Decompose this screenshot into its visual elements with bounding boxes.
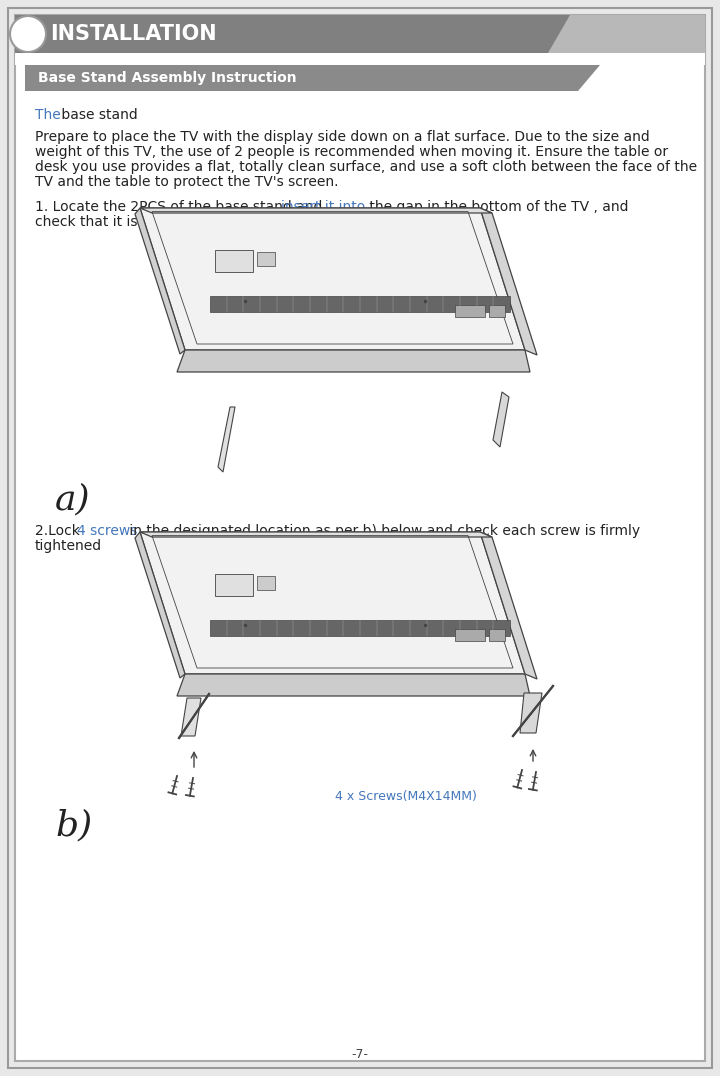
Polygon shape [218, 407, 235, 472]
Polygon shape [140, 208, 525, 350]
Text: in the designated location as per b) below and check each screw is firmly: in the designated location as per b) bel… [125, 524, 640, 538]
FancyBboxPatch shape [215, 574, 253, 596]
Polygon shape [555, 65, 600, 91]
Text: INSTALLATION: INSTALLATION [50, 24, 217, 44]
Text: 4 screws: 4 screws [77, 524, 138, 538]
FancyBboxPatch shape [257, 576, 275, 590]
Text: desk you use provides a flat, totally clean surface, and use a soft cloth betwee: desk you use provides a flat, totally cl… [35, 160, 697, 174]
Polygon shape [177, 674, 530, 696]
Text: base stand: base stand [57, 108, 138, 122]
Text: 1. Locate the 2PCS of the base stand and: 1. Locate the 2PCS of the base stand and [35, 200, 327, 214]
Polygon shape [140, 208, 492, 213]
Polygon shape [210, 296, 510, 312]
Text: Prepare to place the TV with the display side down on a flat surface. Due to the: Prepare to place the TV with the display… [35, 130, 649, 144]
FancyBboxPatch shape [15, 15, 705, 1061]
FancyBboxPatch shape [455, 629, 485, 641]
FancyBboxPatch shape [15, 15, 525, 53]
Text: check that it is securely held in place  as per a) below.: check that it is securely held in place … [35, 215, 413, 229]
Text: weight of this TV, the use of 2 people is recommended when moving it. Ensure the: weight of this TV, the use of 2 people i… [35, 145, 668, 159]
Polygon shape [140, 532, 492, 537]
Polygon shape [135, 532, 185, 678]
FancyBboxPatch shape [548, 15, 705, 53]
Text: -7-: -7- [351, 1048, 369, 1062]
Polygon shape [520, 693, 542, 733]
FancyBboxPatch shape [25, 65, 555, 91]
Polygon shape [480, 532, 537, 679]
Polygon shape [135, 208, 185, 354]
Polygon shape [493, 392, 509, 447]
Polygon shape [177, 350, 530, 372]
Text: the gap in the bottom of the TV , and: the gap in the bottom of the TV , and [365, 200, 629, 214]
Text: a): a) [55, 482, 91, 516]
Circle shape [10, 16, 46, 52]
Text: tightened: tightened [35, 539, 102, 553]
FancyBboxPatch shape [15, 53, 705, 65]
FancyBboxPatch shape [489, 305, 505, 317]
FancyBboxPatch shape [489, 629, 505, 641]
Polygon shape [480, 208, 537, 355]
FancyBboxPatch shape [455, 305, 485, 317]
Text: 4 x Screws(M4X14MM): 4 x Screws(M4X14MM) [335, 790, 477, 803]
Polygon shape [181, 698, 201, 736]
Text: b): b) [55, 808, 92, 843]
Polygon shape [140, 532, 525, 674]
FancyBboxPatch shape [257, 252, 275, 266]
FancyBboxPatch shape [215, 250, 253, 272]
Text: TV and the table to protect the TV's screen.: TV and the table to protect the TV's scr… [35, 175, 338, 189]
Text: Base Stand Assembly Instruction: Base Stand Assembly Instruction [38, 71, 297, 85]
Text: insert it into: insert it into [281, 200, 365, 214]
Polygon shape [525, 15, 570, 53]
Text: 2.Lock: 2.Lock [35, 524, 84, 538]
Polygon shape [210, 620, 510, 636]
Text: The: The [35, 108, 60, 122]
